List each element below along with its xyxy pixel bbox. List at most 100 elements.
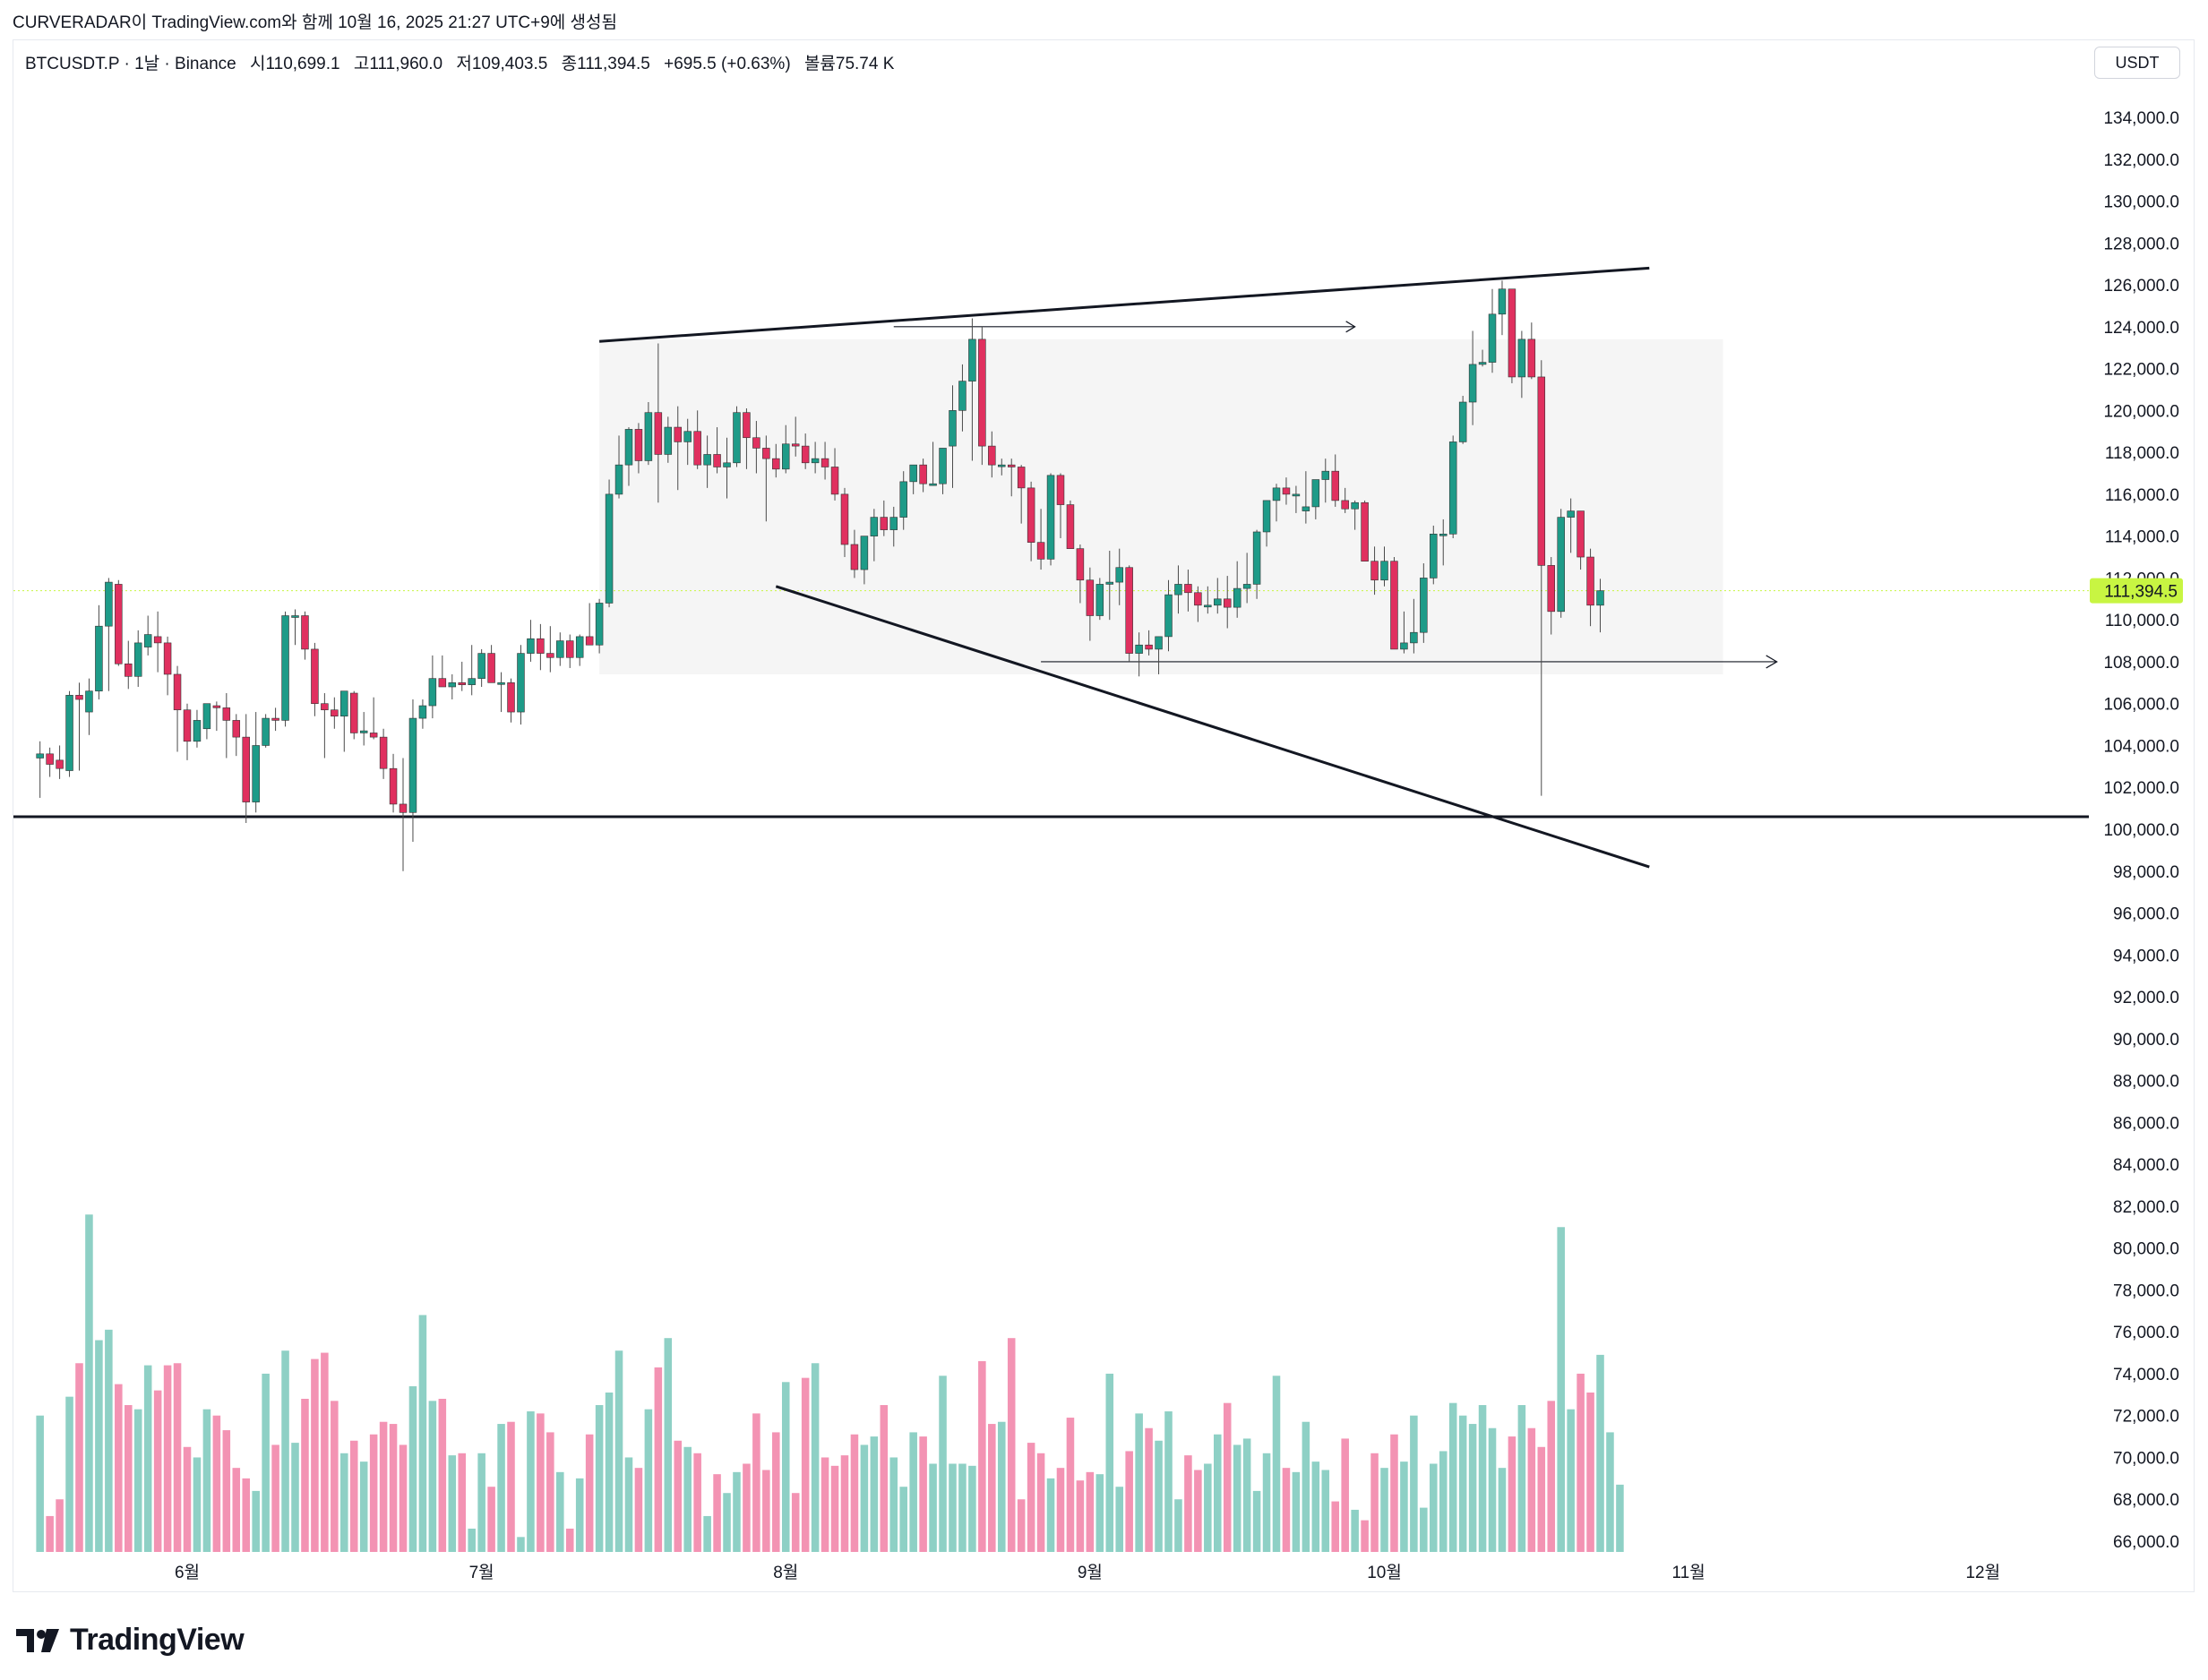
- candle[interactable]: [1214, 578, 1222, 614]
- candle[interactable]: [899, 471, 907, 530]
- candle[interactable]: [1468, 330, 1477, 425]
- candle[interactable]: [1331, 454, 1339, 507]
- candle[interactable]: [889, 506, 898, 547]
- candle[interactable]: [978, 326, 986, 466]
- candle[interactable]: [624, 427, 633, 486]
- candle[interactable]: [654, 343, 663, 503]
- candle[interactable]: [850, 529, 859, 579]
- candle[interactable]: [556, 632, 564, 666]
- candle[interactable]: [1390, 557, 1398, 650]
- candle[interactable]: [133, 630, 142, 687]
- candle[interactable]: [1194, 586, 1202, 622]
- candle[interactable]: [1155, 636, 1163, 674]
- legend-symbol[interactable]: BTCUSDT.P · 1날 · Binance: [25, 55, 236, 73]
- candle[interactable]: [527, 620, 535, 662]
- candle[interactable]: [909, 464, 917, 494]
- candle[interactable]: [1547, 557, 1555, 635]
- candle[interactable]: [311, 642, 319, 716]
- candle[interactable]: [389, 753, 398, 813]
- candle[interactable]: [1478, 349, 1487, 367]
- candle[interactable]: [1007, 459, 1016, 497]
- candle[interactable]: [1517, 330, 1526, 399]
- candle[interactable]: [1596, 579, 1604, 633]
- candle[interactable]: [958, 364, 967, 432]
- candle[interactable]: [998, 459, 1006, 476]
- candle[interactable]: [301, 611, 309, 660]
- candle[interactable]: [232, 714, 241, 757]
- currency-selector-button[interactable]: USDT: [2094, 47, 2180, 79]
- candle[interactable]: [566, 634, 574, 668]
- candle[interactable]: [693, 410, 701, 469]
- candle[interactable]: [1557, 509, 1565, 618]
- upper-trendline[interactable]: [599, 266, 1650, 343]
- candle[interactable]: [115, 579, 123, 666]
- candle[interactable]: [1105, 551, 1114, 621]
- candle[interactable]: [1135, 632, 1143, 677]
- candle[interactable]: [1174, 565, 1182, 614]
- candle[interactable]: [575, 634, 584, 666]
- candle[interactable]: [1046, 473, 1055, 566]
- candle[interactable]: [713, 427, 721, 474]
- candle[interactable]: [1439, 519, 1448, 566]
- candle[interactable]: [1527, 322, 1536, 380]
- candle[interactable]: [1302, 471, 1310, 524]
- candle[interactable]: [664, 416, 673, 463]
- candle[interactable]: [173, 665, 182, 752]
- candle[interactable]: [36, 741, 44, 798]
- candle[interactable]: [1458, 395, 1467, 444]
- candle[interactable]: [428, 655, 437, 719]
- candle[interactable]: [1430, 525, 1438, 585]
- lower-trendline[interactable]: [775, 585, 1650, 869]
- candle[interactable]: [1086, 567, 1095, 641]
- candle[interactable]: [331, 697, 339, 729]
- candle[interactable]: [65, 690, 73, 777]
- candle[interactable]: [1056, 473, 1065, 538]
- candle[interactable]: [291, 609, 299, 646]
- candle[interactable]: [1498, 280, 1507, 336]
- candle[interactable]: [1145, 630, 1153, 656]
- candle[interactable]: [448, 673, 457, 700]
- candle[interactable]: [1586, 548, 1594, 627]
- candle[interactable]: [56, 745, 64, 779]
- candle[interactable]: [1036, 509, 1045, 570]
- candle[interactable]: [468, 645, 476, 696]
- candle[interactable]: [860, 536, 869, 585]
- candle[interactable]: [1017, 465, 1026, 524]
- candle[interactable]: [1400, 611, 1408, 654]
- candle[interactable]: [870, 509, 879, 561]
- candle[interactable]: [743, 408, 751, 469]
- candle[interactable]: [1292, 485, 1301, 513]
- candle[interactable]: [1242, 553, 1251, 604]
- candle[interactable]: [1076, 544, 1085, 604]
- candle[interactable]: [752, 421, 760, 474]
- candle[interactable]: [408, 699, 417, 843]
- candle[interactable]: [762, 435, 770, 522]
- candle[interactable]: [1370, 546, 1379, 596]
- candle[interactable]: [517, 645, 525, 725]
- candle[interactable]: [418, 699, 427, 729]
- candle[interactable]: [281, 611, 289, 727]
- candle[interactable]: [1361, 500, 1369, 562]
- candle[interactable]: [605, 479, 614, 608]
- candle[interactable]: [929, 441, 937, 486]
- candle[interactable]: [105, 578, 113, 691]
- candle[interactable]: [1420, 563, 1428, 643]
- candle[interactable]: [1508, 288, 1516, 383]
- candle[interactable]: [683, 418, 692, 466]
- symbol-legend[interactable]: BTCUSDT.P · 1날 · Binance 시110,699.1 고111…: [25, 50, 903, 74]
- candle[interactable]: [252, 712, 260, 813]
- candle[interactable]: [968, 318, 976, 461]
- candle[interactable]: [212, 701, 221, 732]
- candle[interactable]: [143, 615, 152, 656]
- candle[interactable]: [1448, 435, 1457, 538]
- candle[interactable]: [458, 661, 466, 691]
- candle[interactable]: [1311, 479, 1320, 519]
- candle[interactable]: [820, 441, 829, 480]
- candle[interactable]: [193, 709, 202, 748]
- chart-frame[interactable]: [13, 39, 2195, 1592]
- candle[interactable]: [939, 448, 947, 494]
- candle[interactable]: [507, 678, 515, 723]
- candle[interactable]: [202, 703, 211, 740]
- candle[interactable]: [723, 437, 731, 499]
